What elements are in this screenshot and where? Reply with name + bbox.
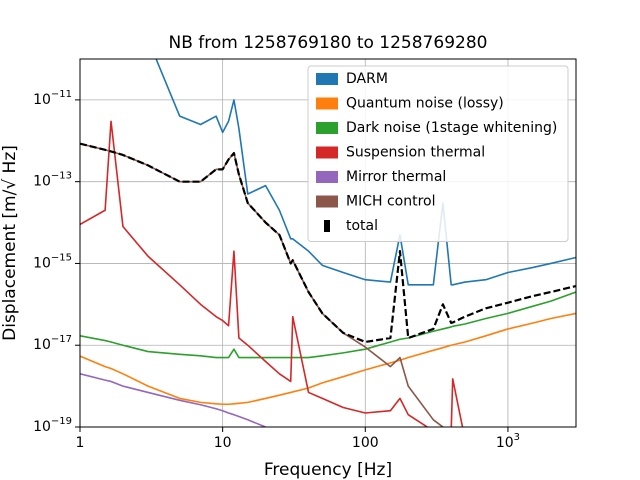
tick-label: 10−17 — [33, 334, 72, 353]
legend-label: MICH control — [346, 194, 436, 210]
legend-swatch — [316, 195, 338, 208]
series-line — [80, 373, 266, 427]
legend-box — [307, 65, 569, 242]
legend-label: Mirror thermal — [346, 169, 446, 185]
tick-label: 103 — [496, 432, 520, 451]
tick-label: 10 — [214, 435, 232, 451]
y-axis-label: Displacement [m/√ Hz] — [0, 145, 20, 341]
chart-title: NB from 1258769180 to 1258769280 — [169, 33, 488, 53]
tick-label: 10−11 — [33, 89, 72, 108]
legend-label: DARM — [346, 71, 388, 87]
tick-label: 1 — [76, 435, 85, 451]
series-line — [155, 59, 576, 286]
legend-swatch — [316, 146, 338, 159]
legend-label: Dark noise (1stage whitening) — [346, 120, 557, 136]
legend-swatch — [316, 122, 338, 134]
tick-label: 10−19 — [33, 416, 72, 435]
x-axis-label: Frequency [Hz] — [264, 460, 392, 480]
legend-swatch — [316, 97, 338, 110]
legend: DARM Quantum noise (lossy) Dark noise (1st… — [307, 65, 569, 242]
series-line — [80, 120, 464, 427]
legend-label: total — [346, 218, 378, 234]
plot-frame — [79, 58, 577, 428]
series-line — [80, 312, 576, 406]
series-line — [80, 142, 444, 427]
legend-swatch — [324, 220, 330, 232]
tick-label: 100 — [352, 435, 379, 451]
legend-swatch — [316, 171, 338, 183]
series-line — [80, 142, 576, 344]
ticks: 1 10 100 103 10−19 10−17 10−15 10−13 10−11 — [33, 89, 520, 451]
tick-label: 10−13 — [33, 171, 72, 190]
legend-swatch — [316, 73, 338, 85]
tick-label: 10−15 — [33, 252, 72, 271]
legend-label: Suspension thermal — [346, 145, 485, 161]
plot-lines — [80, 59, 576, 427]
legend-label: Quantum noise (lossy) — [346, 96, 504, 112]
